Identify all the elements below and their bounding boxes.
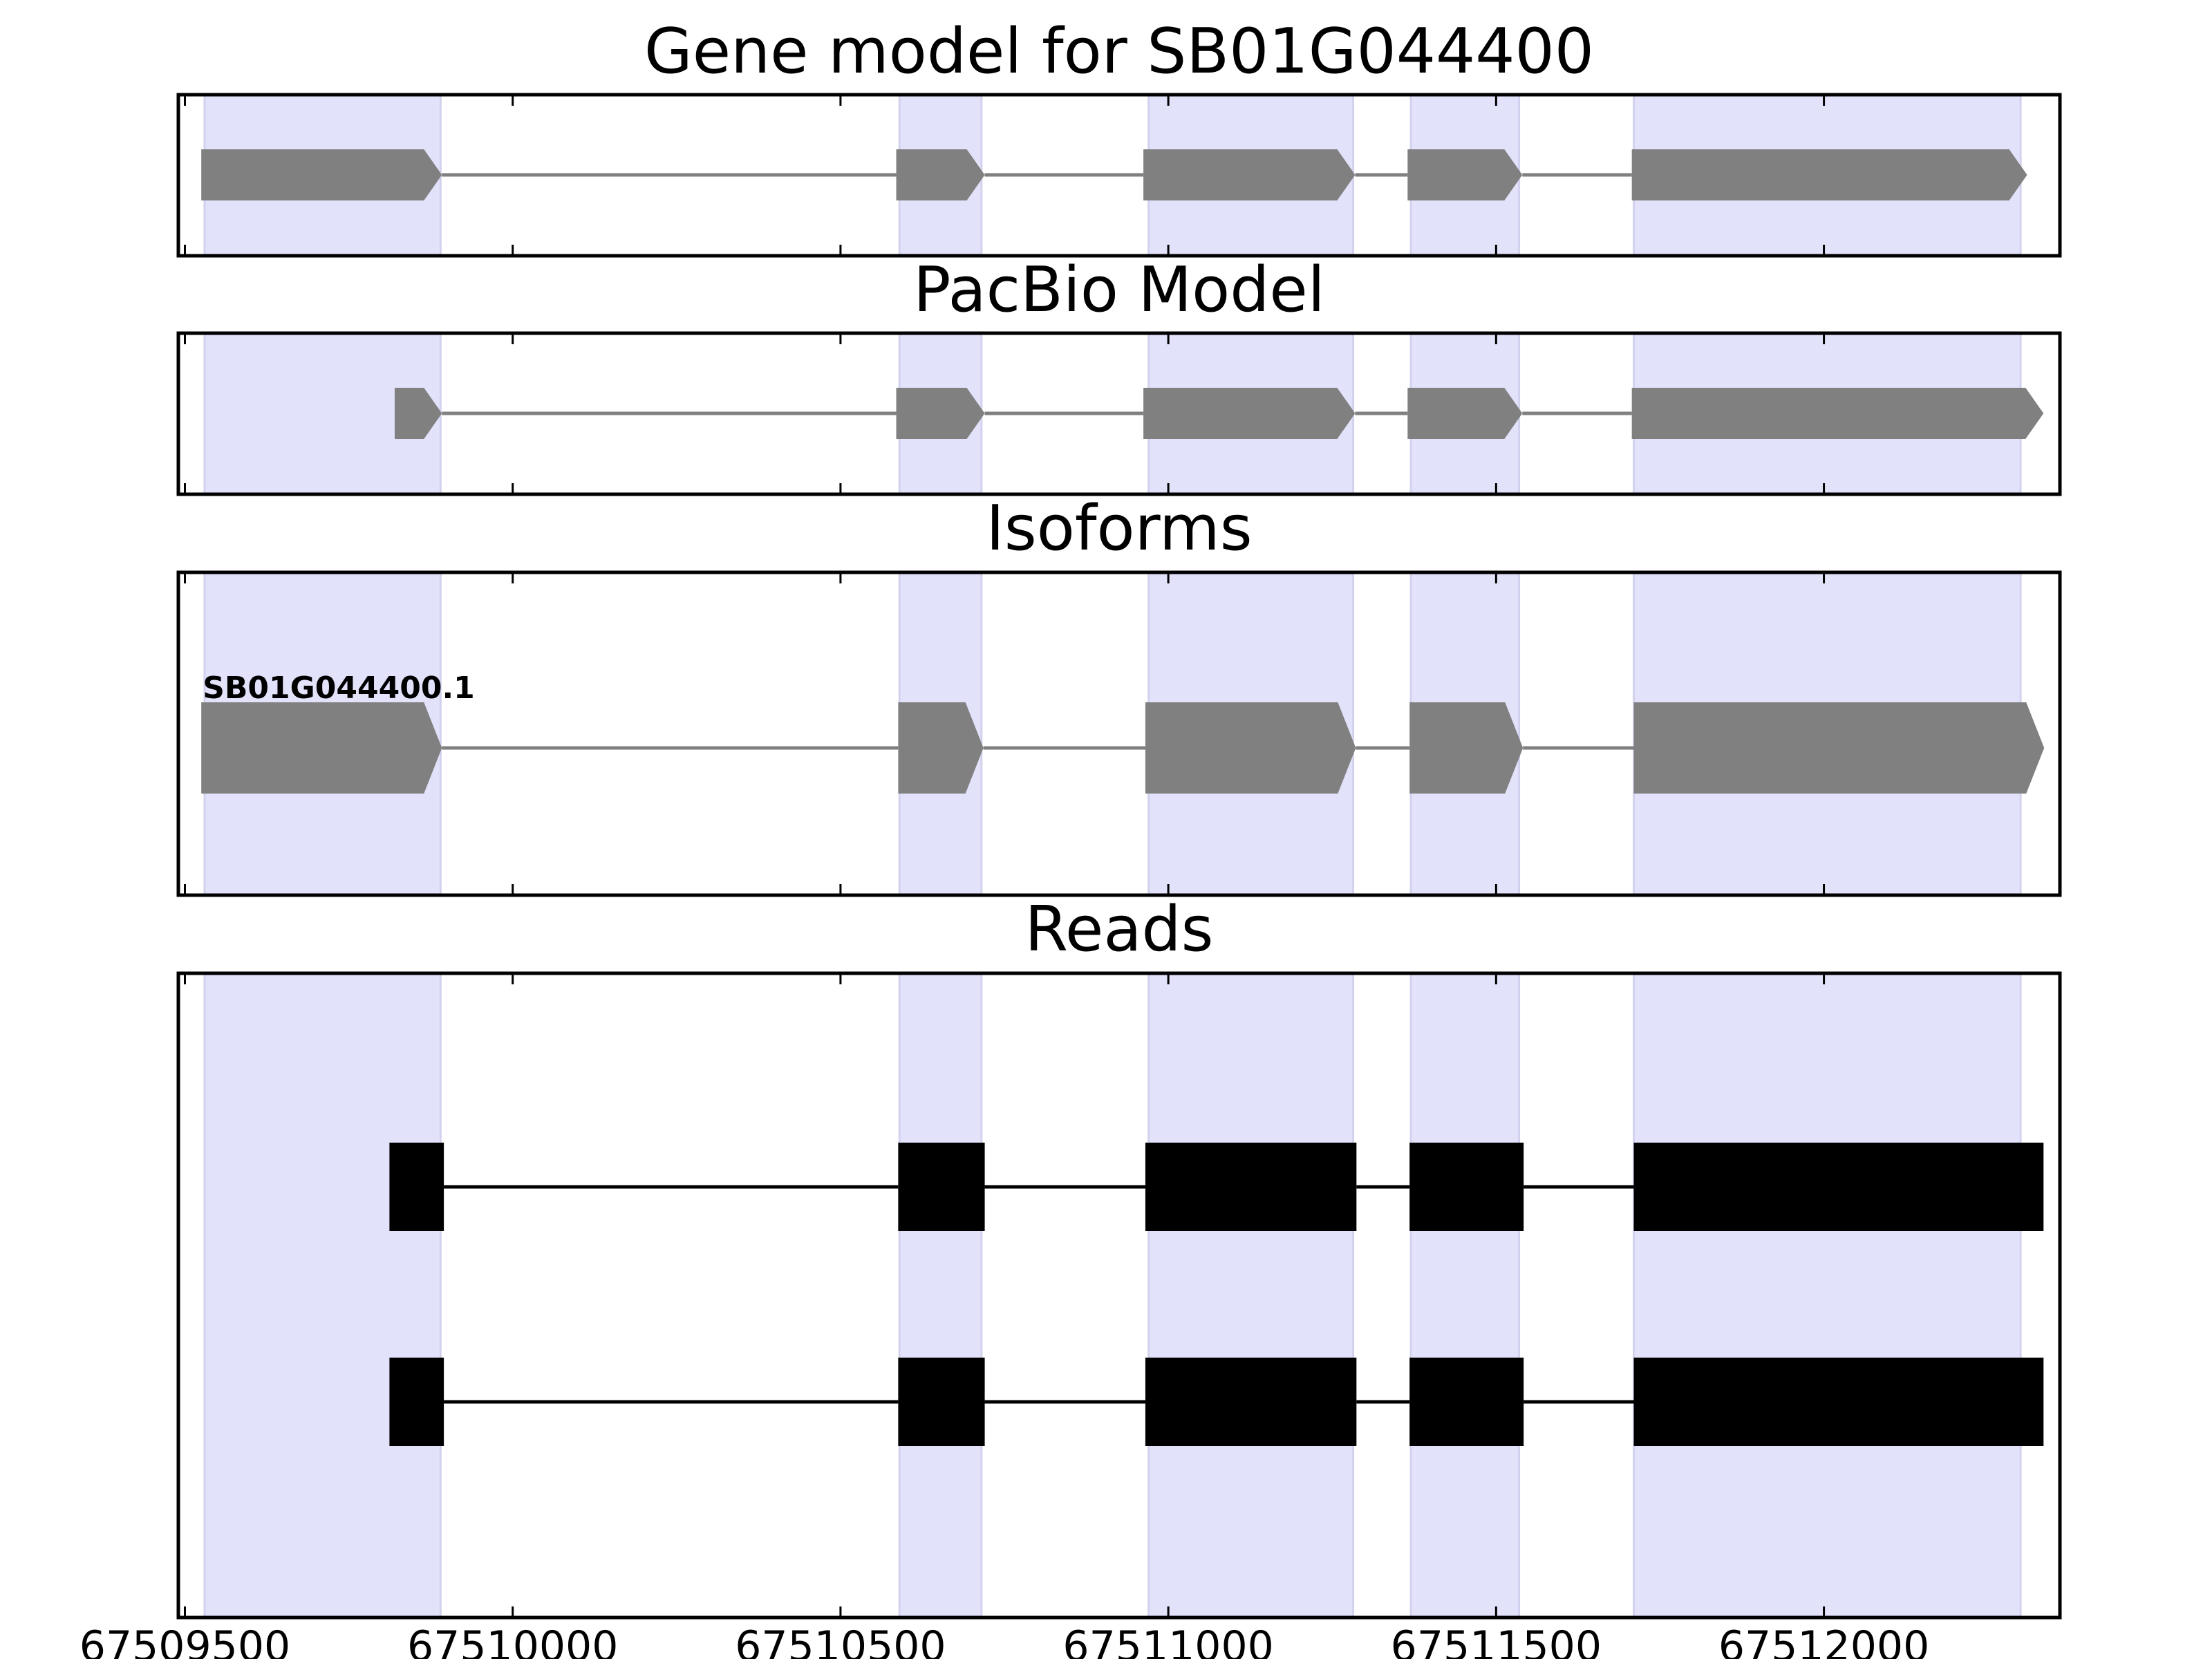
x-tick-label: 67509500 (79, 1622, 290, 1659)
panel-title: Reads (1024, 893, 1213, 966)
read-block (1633, 1143, 2044, 1231)
panel-frame (176, 971, 2062, 1620)
gene-model-exon (896, 149, 985, 200)
highlight-region (898, 972, 983, 1619)
isoform-exon (1409, 702, 1524, 794)
x-tick-label: 67511000 (1062, 1622, 1273, 1659)
read-block (1633, 1358, 2044, 1446)
read-block (389, 1358, 444, 1446)
x-tick-label: 67511500 (1391, 1622, 1602, 1659)
panel-title: Isoforms (986, 492, 1252, 565)
gene-model-exon (394, 388, 442, 439)
panel-model: PacBio Model (176, 254, 2062, 496)
read-block (1409, 1358, 1524, 1446)
gene-model-exon (1631, 149, 2027, 200)
gene-model-exon (201, 149, 442, 200)
panel-reads: Reads (176, 893, 2062, 1620)
x-tick-label: 67510000 (407, 1622, 618, 1659)
highlight-region (1633, 972, 2022, 1619)
isoform-exon (898, 702, 984, 794)
read-block (389, 1143, 444, 1231)
gene-model-exon (1143, 149, 1356, 200)
gene-model-exon (1407, 149, 1523, 200)
gene-model-exon (896, 388, 985, 439)
panel-isoform: Isoforms SB01G044400.1 (176, 492, 2062, 897)
panel-frame (176, 93, 2062, 258)
highlight-region (1147, 972, 1355, 1619)
highlight-region (203, 972, 442, 1619)
highlight-region (1409, 972, 1521, 1619)
isoform-exon (1633, 702, 2045, 794)
read-block (898, 1358, 985, 1446)
x-tick-label: 67510500 (735, 1622, 946, 1659)
panel-model: Gene model for SB01G044400 (176, 15, 2062, 258)
isoform-label: SB01G044400.1 (203, 671, 475, 706)
panel-title: PacBio Model (913, 254, 1325, 326)
read-block (1409, 1143, 1524, 1231)
gene-model-exon (1143, 388, 1356, 439)
panel-frame (176, 331, 2062, 496)
gene-model-exon (1631, 388, 2044, 439)
panel-frame (176, 570, 2062, 897)
read-block (1145, 1358, 1357, 1446)
x-tick-label: 67512000 (1718, 1622, 1929, 1659)
isoform-exon (201, 702, 442, 794)
read-block (1145, 1143, 1357, 1231)
panel-title: Gene model for SB01G044400 (644, 15, 1594, 88)
read-block (898, 1143, 985, 1231)
isoform-exon (1145, 702, 1356, 794)
gene-model-exon (1407, 388, 1523, 439)
